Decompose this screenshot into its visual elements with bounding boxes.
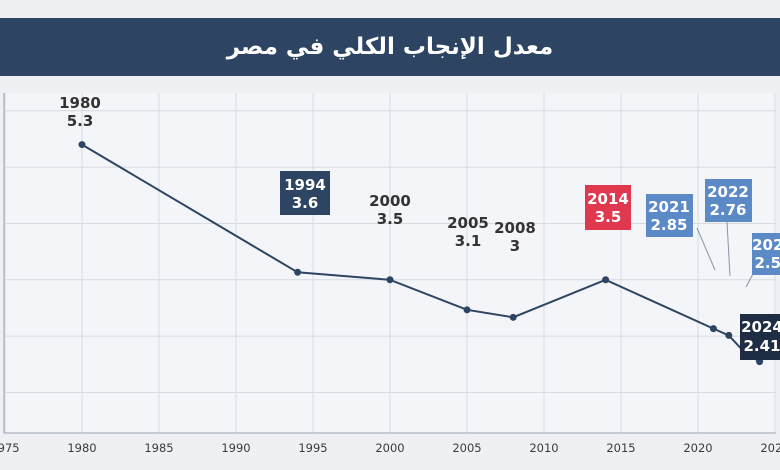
year-label-2014: 2014: [587, 190, 629, 208]
value-label-2000: 3.5: [377, 210, 404, 228]
value-label-2024: 2.41: [743, 337, 780, 355]
label-box-2022: [705, 179, 752, 222]
year-label-1980: 1980: [59, 94, 101, 112]
x-tick-label-2005: 2005: [452, 441, 481, 455]
value-label-2021: 2.85: [650, 216, 687, 234]
value-label-1980: 5.3: [67, 112, 94, 130]
data-point-2000: [386, 276, 394, 284]
data-point-2022: [725, 331, 733, 339]
year-label-2005: 2005: [447, 214, 489, 232]
value-label-2023: 2.54: [754, 254, 780, 272]
x-tick-label-2000: 2000: [375, 441, 404, 455]
value-label-2022: 2.76: [709, 201, 746, 219]
series-line: [81, 143, 761, 363]
x-tick-label-2010: 2010: [529, 441, 558, 455]
x-tick-label-2020: 2020: [683, 441, 712, 455]
label-box-2021: [646, 194, 693, 237]
leader-line-2021: [696, 227, 716, 271]
data-point-2005: [463, 306, 471, 314]
label-box-1994: [280, 171, 330, 215]
x-tick-label-1990: 1990: [221, 441, 250, 455]
data-point-2021: [709, 325, 717, 333]
value-label-2008: 3: [510, 237, 520, 255]
label-box-2024: [740, 314, 780, 360]
value-label-2005: 3.1: [455, 232, 482, 250]
value-label-2014: 3.5: [595, 208, 622, 226]
x-tick-label-1985: 1985: [144, 441, 173, 455]
value-label-1994: 3.6: [292, 194, 319, 212]
data-point-1994: [294, 268, 302, 276]
data-point-2014: [602, 276, 610, 284]
x-tick-label-1980: 1980: [67, 441, 96, 455]
year-label-2021: 2021: [648, 198, 690, 216]
x-tick-label-2025: 2025: [760, 441, 780, 455]
x-tick-label-2015: 2015: [606, 441, 635, 455]
data-point-1980: [78, 141, 86, 149]
chart-title: معدل الإنجاب الكلي في مصر: [226, 34, 554, 60]
label-box-2014: [585, 185, 631, 230]
grid-layer: [3, 93, 776, 434]
year-label-2024: 2024: [741, 318, 780, 336]
year-label-1994: 1994: [284, 176, 326, 194]
year-label-2008: 2008: [494, 219, 536, 237]
data-point-2008: [509, 313, 517, 321]
year-label-2022: 2022: [707, 183, 749, 201]
label-box-2023: [752, 233, 780, 275]
leader-line-2022: [726, 221, 731, 277]
year-label-2023: 2023: [752, 236, 780, 254]
year-label-2000: 2000: [369, 192, 411, 210]
x-tick-label-1995: 1995: [298, 441, 327, 455]
line-layer: [81, 143, 761, 363]
chart-title-banner: معدل الإنجاب الكلي في مصر: [0, 18, 780, 76]
